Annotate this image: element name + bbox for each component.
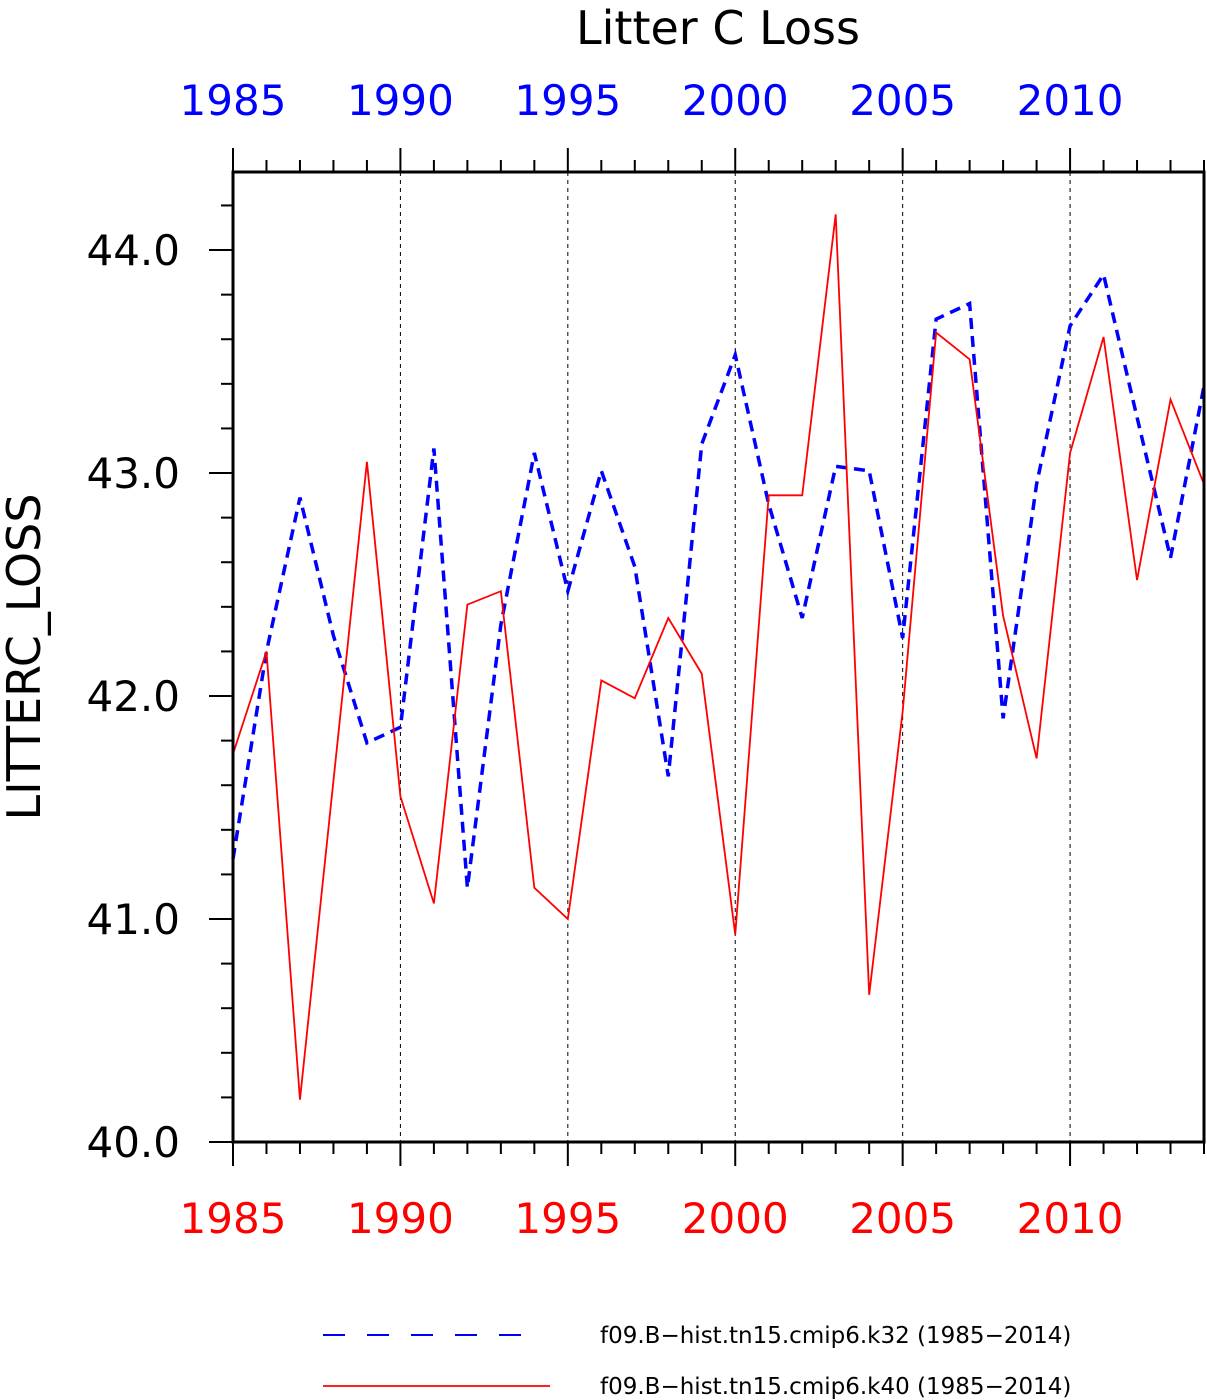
bottom-tick-label: 1990 <box>347 1194 454 1243</box>
y-tick-label: 40.0 <box>86 1118 180 1167</box>
vertical-grid-lines <box>399 172 1071 1142</box>
chart-title: Litter C Loss <box>576 1 860 55</box>
series-layer <box>231 214 1206 1100</box>
plot-frame <box>231 170 1206 1144</box>
axis-tick-marks <box>209 148 1205 1166</box>
top-axis-tick-labels: 1985 1990 1995 2000 2005 2010 <box>180 76 1124 125</box>
series-line-1 <box>232 214 1205 1100</box>
top-tick-label: 2000 <box>682 76 789 125</box>
legend: f09.B−hist.tn15.cmip6.k32 (1985−2014) f0… <box>323 1323 1071 1400</box>
y-axis-tick-labels: 40.0 41.0 42.0 43.0 44.0 <box>86 226 180 1167</box>
bottom-tick-label: 2010 <box>1017 1194 1124 1243</box>
top-tick-label: 1990 <box>347 76 454 125</box>
legend-item-k32: f09.B−hist.tn15.cmip6.k32 (1985−2014) <box>323 1323 1071 1349</box>
top-tick-label: 1995 <box>514 76 621 125</box>
bottom-axis-tick-labels: 1985 1990 1995 2000 2005 2010 <box>180 1194 1124 1243</box>
top-tick-label: 1985 <box>180 76 287 125</box>
bottom-tick-label: 2005 <box>849 1194 956 1243</box>
series-line-0 <box>231 270 1206 889</box>
top-tick-label: 2010 <box>1017 76 1124 125</box>
legend-label-k32: f09.B−hist.tn15.cmip6.k32 (1985−2014) <box>600 1323 1071 1349</box>
bottom-tick-label: 2000 <box>682 1194 789 1243</box>
bottom-tick-label: 1985 <box>180 1194 287 1243</box>
y-tick-label: 43.0 <box>86 449 180 498</box>
y-tick-label: 41.0 <box>86 895 180 944</box>
y-tick-label: 44.0 <box>86 226 180 275</box>
y-tick-label: 42.0 <box>86 672 180 721</box>
legend-label-k40: f09.B−hist.tn15.cmip6.k40 (1985−2014) <box>600 1374 1071 1400</box>
bottom-tick-label: 1995 <box>514 1194 621 1243</box>
legend-item-k40: f09.B−hist.tn15.cmip6.k40 (1985−2014) <box>323 1374 1071 1400</box>
plot-area <box>209 148 1206 1166</box>
y-axis-title: LITTERC_LOSS <box>0 493 51 820</box>
top-tick-label: 2005 <box>849 76 956 125</box>
